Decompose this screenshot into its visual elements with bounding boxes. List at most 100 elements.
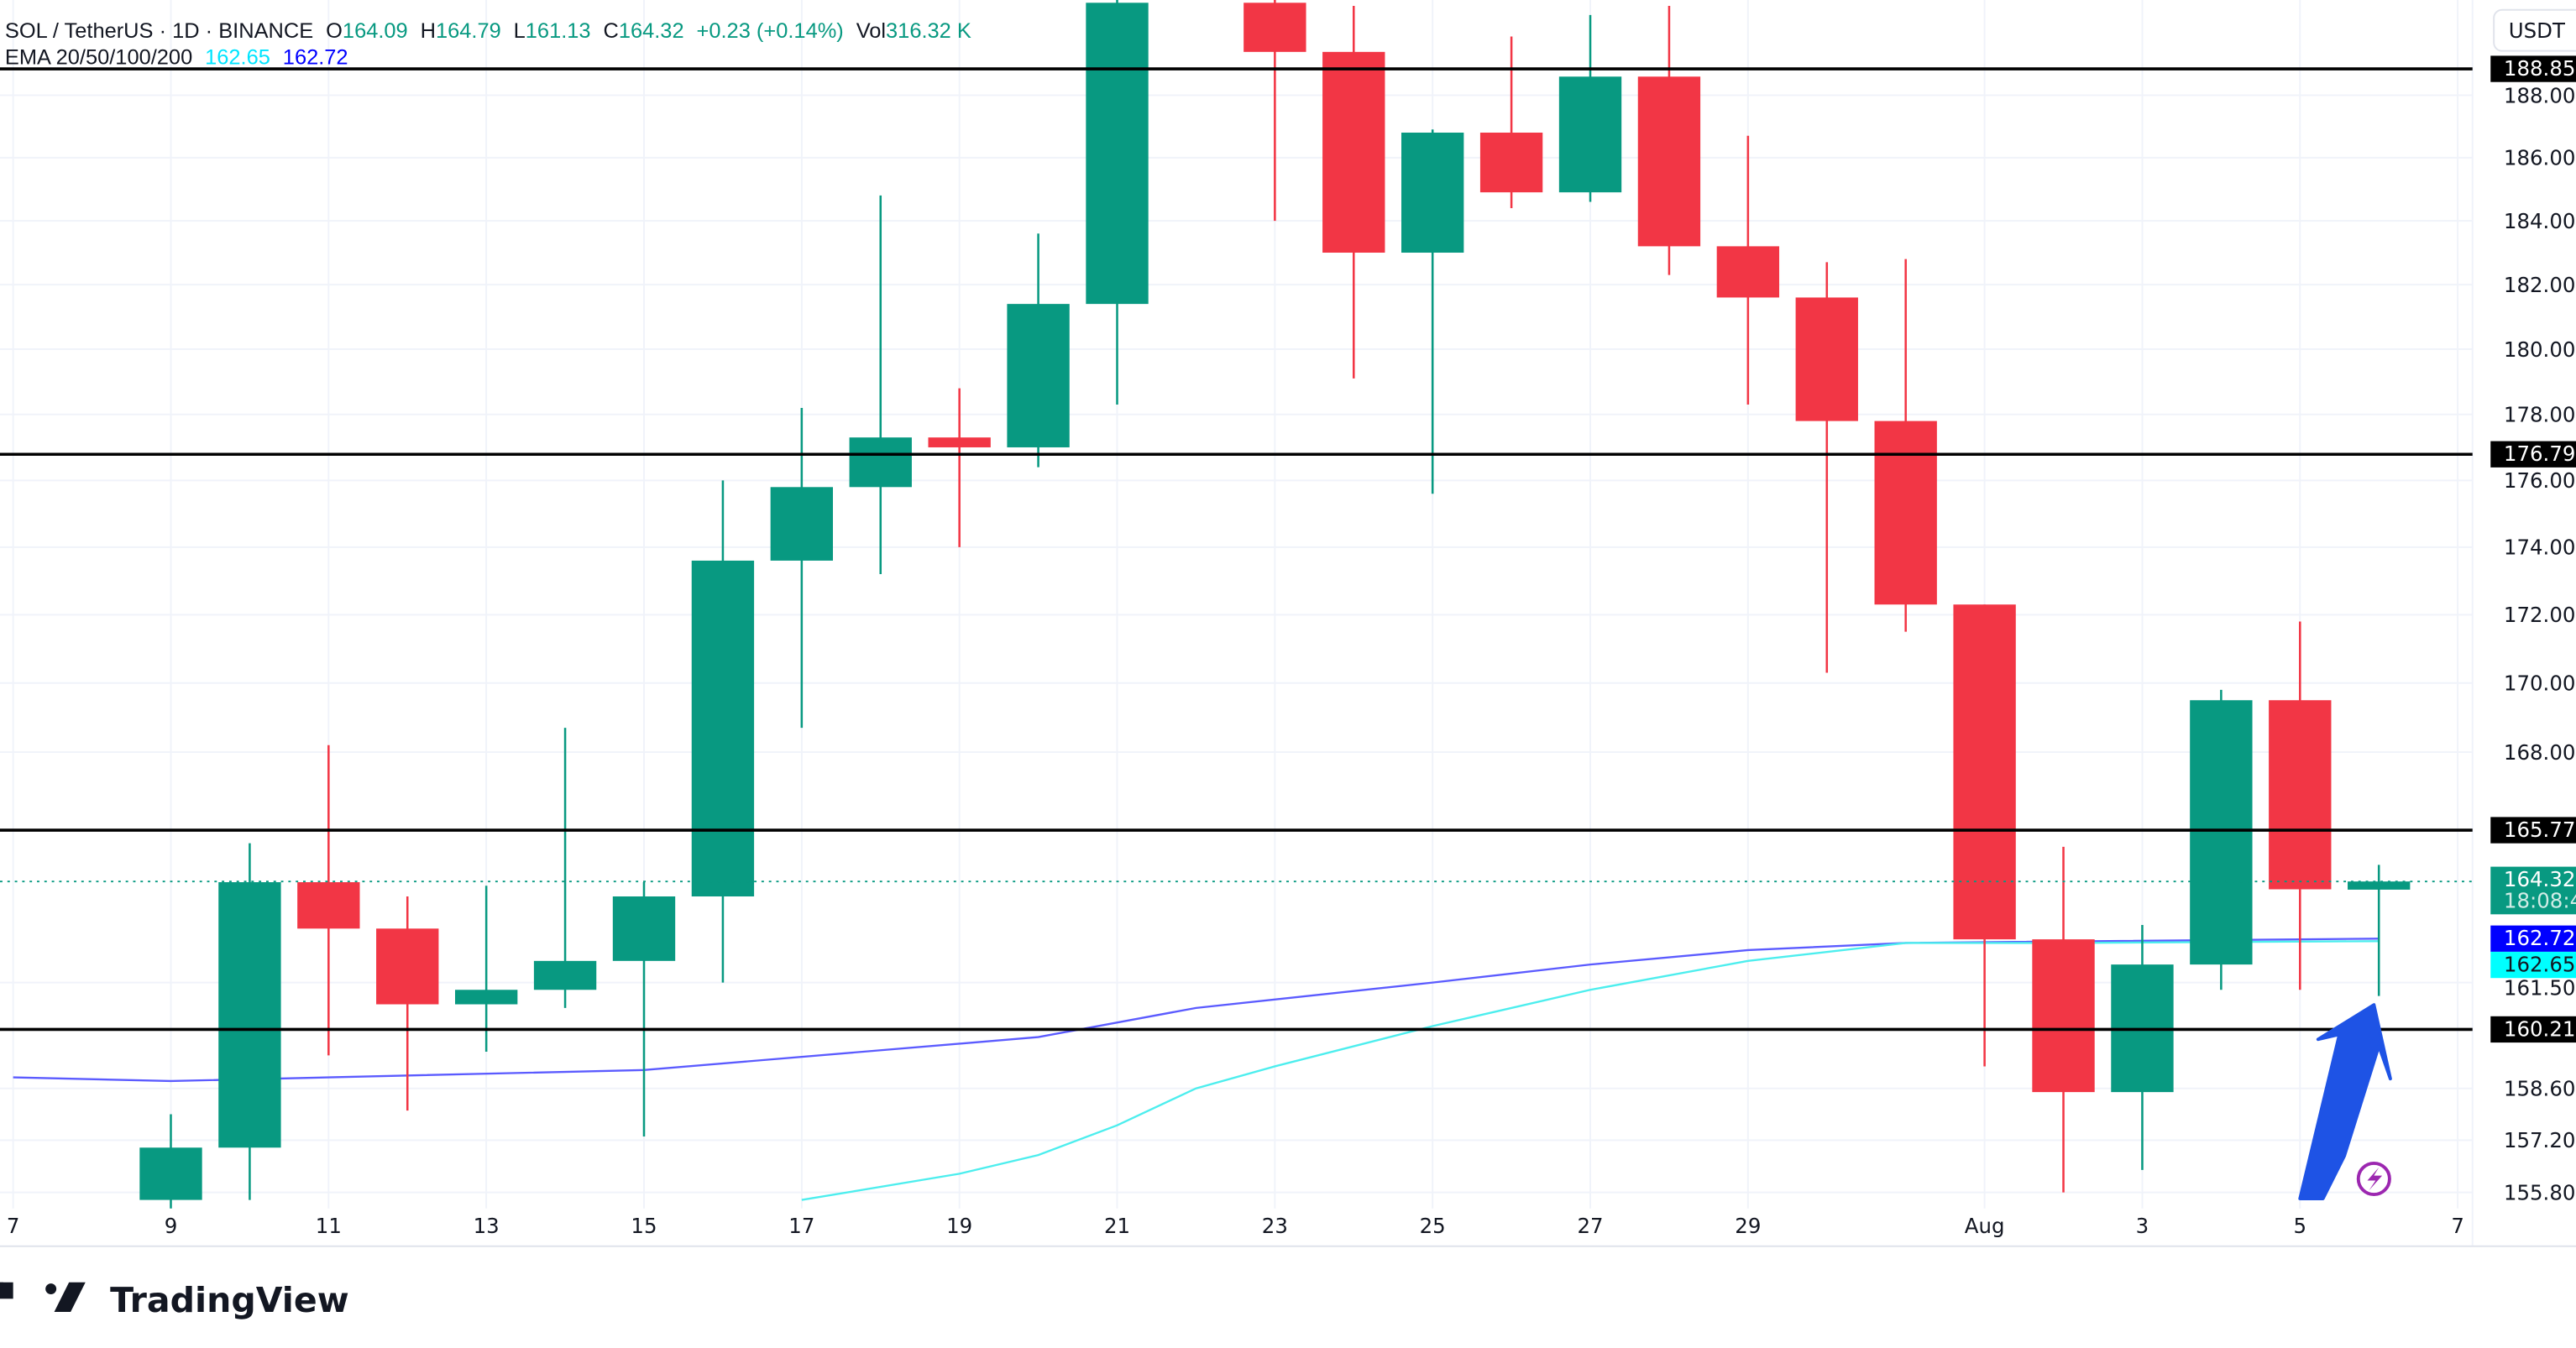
ema-fast-price-label: 162.65 — [2504, 952, 2576, 976]
time-tick-label: 9 — [165, 1214, 178, 1238]
open-label: O — [326, 19, 343, 43]
volume-value: 316.32 K — [886, 19, 971, 43]
currency-button[interactable]: USDT — [2493, 8, 2576, 52]
price-tick-label: 161.50 — [2504, 976, 2576, 1001]
level-price-label: 160.21 — [2504, 1016, 2576, 1041]
time-tick-label: Aug — [1965, 1214, 2005, 1238]
candle[interactable] — [1637, 5, 1701, 275]
tradingview-logo[interactable]: TradingView — [0, 1280, 349, 1320]
level-price-label-bg — [2490, 1016, 2576, 1043]
candle[interactable] — [454, 886, 518, 1052]
last-price-label: 164.32 — [2504, 867, 2576, 891]
close-label: C — [603, 19, 618, 43]
candle[interactable] — [218, 843, 281, 1200]
candle[interactable] — [1479, 36, 1543, 208]
candle-body — [1322, 51, 1385, 253]
candle[interactable] — [376, 896, 439, 1111]
candle[interactable] — [2269, 621, 2332, 990]
candle-body — [2269, 700, 2332, 890]
candle[interactable] — [1795, 262, 1858, 673]
candle[interactable] — [2190, 689, 2253, 990]
candle[interactable] — [1953, 604, 2016, 1067]
time-tick-label: 25 — [1420, 1214, 1446, 1238]
close-value: 164.32 — [619, 19, 684, 43]
candle[interactable] — [770, 407, 834, 729]
ema-slow-value: 162.72 — [283, 45, 348, 69]
candle-body — [1953, 604, 2016, 940]
candle[interactable] — [691, 480, 755, 983]
time-tick-label: 19 — [946, 1214, 972, 1238]
last-price-label-bg — [2490, 866, 2576, 915]
candle[interactable] — [928, 388, 991, 547]
candle[interactable] — [612, 882, 676, 1136]
candle[interactable] — [2348, 865, 2411, 996]
candle-body — [691, 560, 755, 896]
candle-body — [1795, 297, 1858, 421]
candle[interactable] — [2032, 846, 2095, 1193]
time-tick-label: 7 — [2451, 1214, 2464, 1238]
candle[interactable] — [1086, 0, 1149, 405]
candle-body — [1401, 133, 1464, 253]
time-axis[interactable]: 7 9 11 13 15 17 19 21 23 25 27 29 Aug 3 5 7 — [7, 1214, 2464, 1238]
low-label: L — [514, 19, 526, 43]
price-tick-label: 172.00 — [2504, 603, 2576, 627]
legend-ema[interactable]: EMA 20/50/100/200 162.65 162.72 — [5, 45, 348, 69]
change-value: +0.23 (+0.14%) — [697, 19, 844, 43]
candle[interactable] — [1322, 5, 1385, 379]
logo-text: TradingView — [110, 1280, 349, 1320]
ema-label: EMA 20/50/100/200 — [5, 45, 192, 69]
candle[interactable] — [1716, 135, 1780, 405]
ema-fast-line — [801, 940, 2380, 1201]
symbol-title: SOL / TetherUS · 1D · BINANCE — [5, 19, 313, 43]
time-tick-label: 15 — [631, 1214, 657, 1238]
level-price-label-bg — [2490, 55, 2576, 82]
time-tick-label: 7 — [7, 1214, 20, 1238]
time-tick-label: 27 — [1577, 1214, 1603, 1238]
candle-body — [454, 990, 518, 1005]
high-label: H — [421, 19, 436, 43]
candle-body — [1007, 304, 1070, 447]
candle[interactable] — [1007, 233, 1070, 468]
currency-button-label: USDT — [2509, 18, 2565, 43]
ema-fast-price-label-bg — [2490, 951, 2576, 979]
level-price-label-bg — [2490, 817, 2576, 844]
arrow-up-annotation[interactable] — [2298, 1003, 2392, 1200]
ema-slow-price-label: 162.72 — [2504, 926, 2576, 950]
candle[interactable] — [1243, 0, 1306, 222]
price-tick-label: 168.00 — [2504, 740, 2576, 765]
candle-body — [533, 960, 597, 990]
plot-area[interactable] — [0, 0, 2489, 1222]
volume-label: Vol — [856, 19, 886, 43]
candle[interactable] — [849, 195, 912, 574]
price-tick-label: 184.00 — [2504, 209, 2576, 233]
candle-body — [770, 487, 834, 561]
candle[interactable] — [1558, 14, 1622, 202]
price-tick-label: 186.00 — [2504, 146, 2576, 170]
legend-ohlc: SOL / TetherUS · 1D · BINANCE O164.09 H1… — [5, 19, 971, 43]
candle-body — [928, 437, 991, 447]
open-value: 164.09 — [343, 19, 408, 43]
candle-body — [2190, 700, 2253, 965]
price-tick-label: 174.00 — [2504, 536, 2576, 560]
candle-body — [2032, 939, 2095, 1093]
candle-body — [1086, 3, 1149, 305]
high-value: 164.79 — [436, 19, 501, 43]
bar-countdown-label: 18:08:4 — [2504, 888, 2576, 912]
candle[interactable] — [139, 1114, 202, 1222]
candle-body — [1479, 133, 1543, 193]
price-tick-label: 178.00 — [2504, 403, 2576, 427]
candle[interactable] — [1401, 129, 1464, 494]
candle-body — [1637, 76, 1701, 247]
candle[interactable] — [297, 745, 360, 1056]
lightning-icon[interactable] — [2356, 1161, 2391, 1197]
candle-body — [849, 437, 912, 488]
candle[interactable] — [533, 728, 597, 1008]
candle-body — [218, 882, 281, 1148]
level-price-label-bg — [2490, 441, 2576, 468]
candle-body — [1874, 421, 1937, 605]
price-tick-label: 188.00 — [2504, 83, 2576, 107]
candle[interactable] — [1874, 259, 1937, 632]
